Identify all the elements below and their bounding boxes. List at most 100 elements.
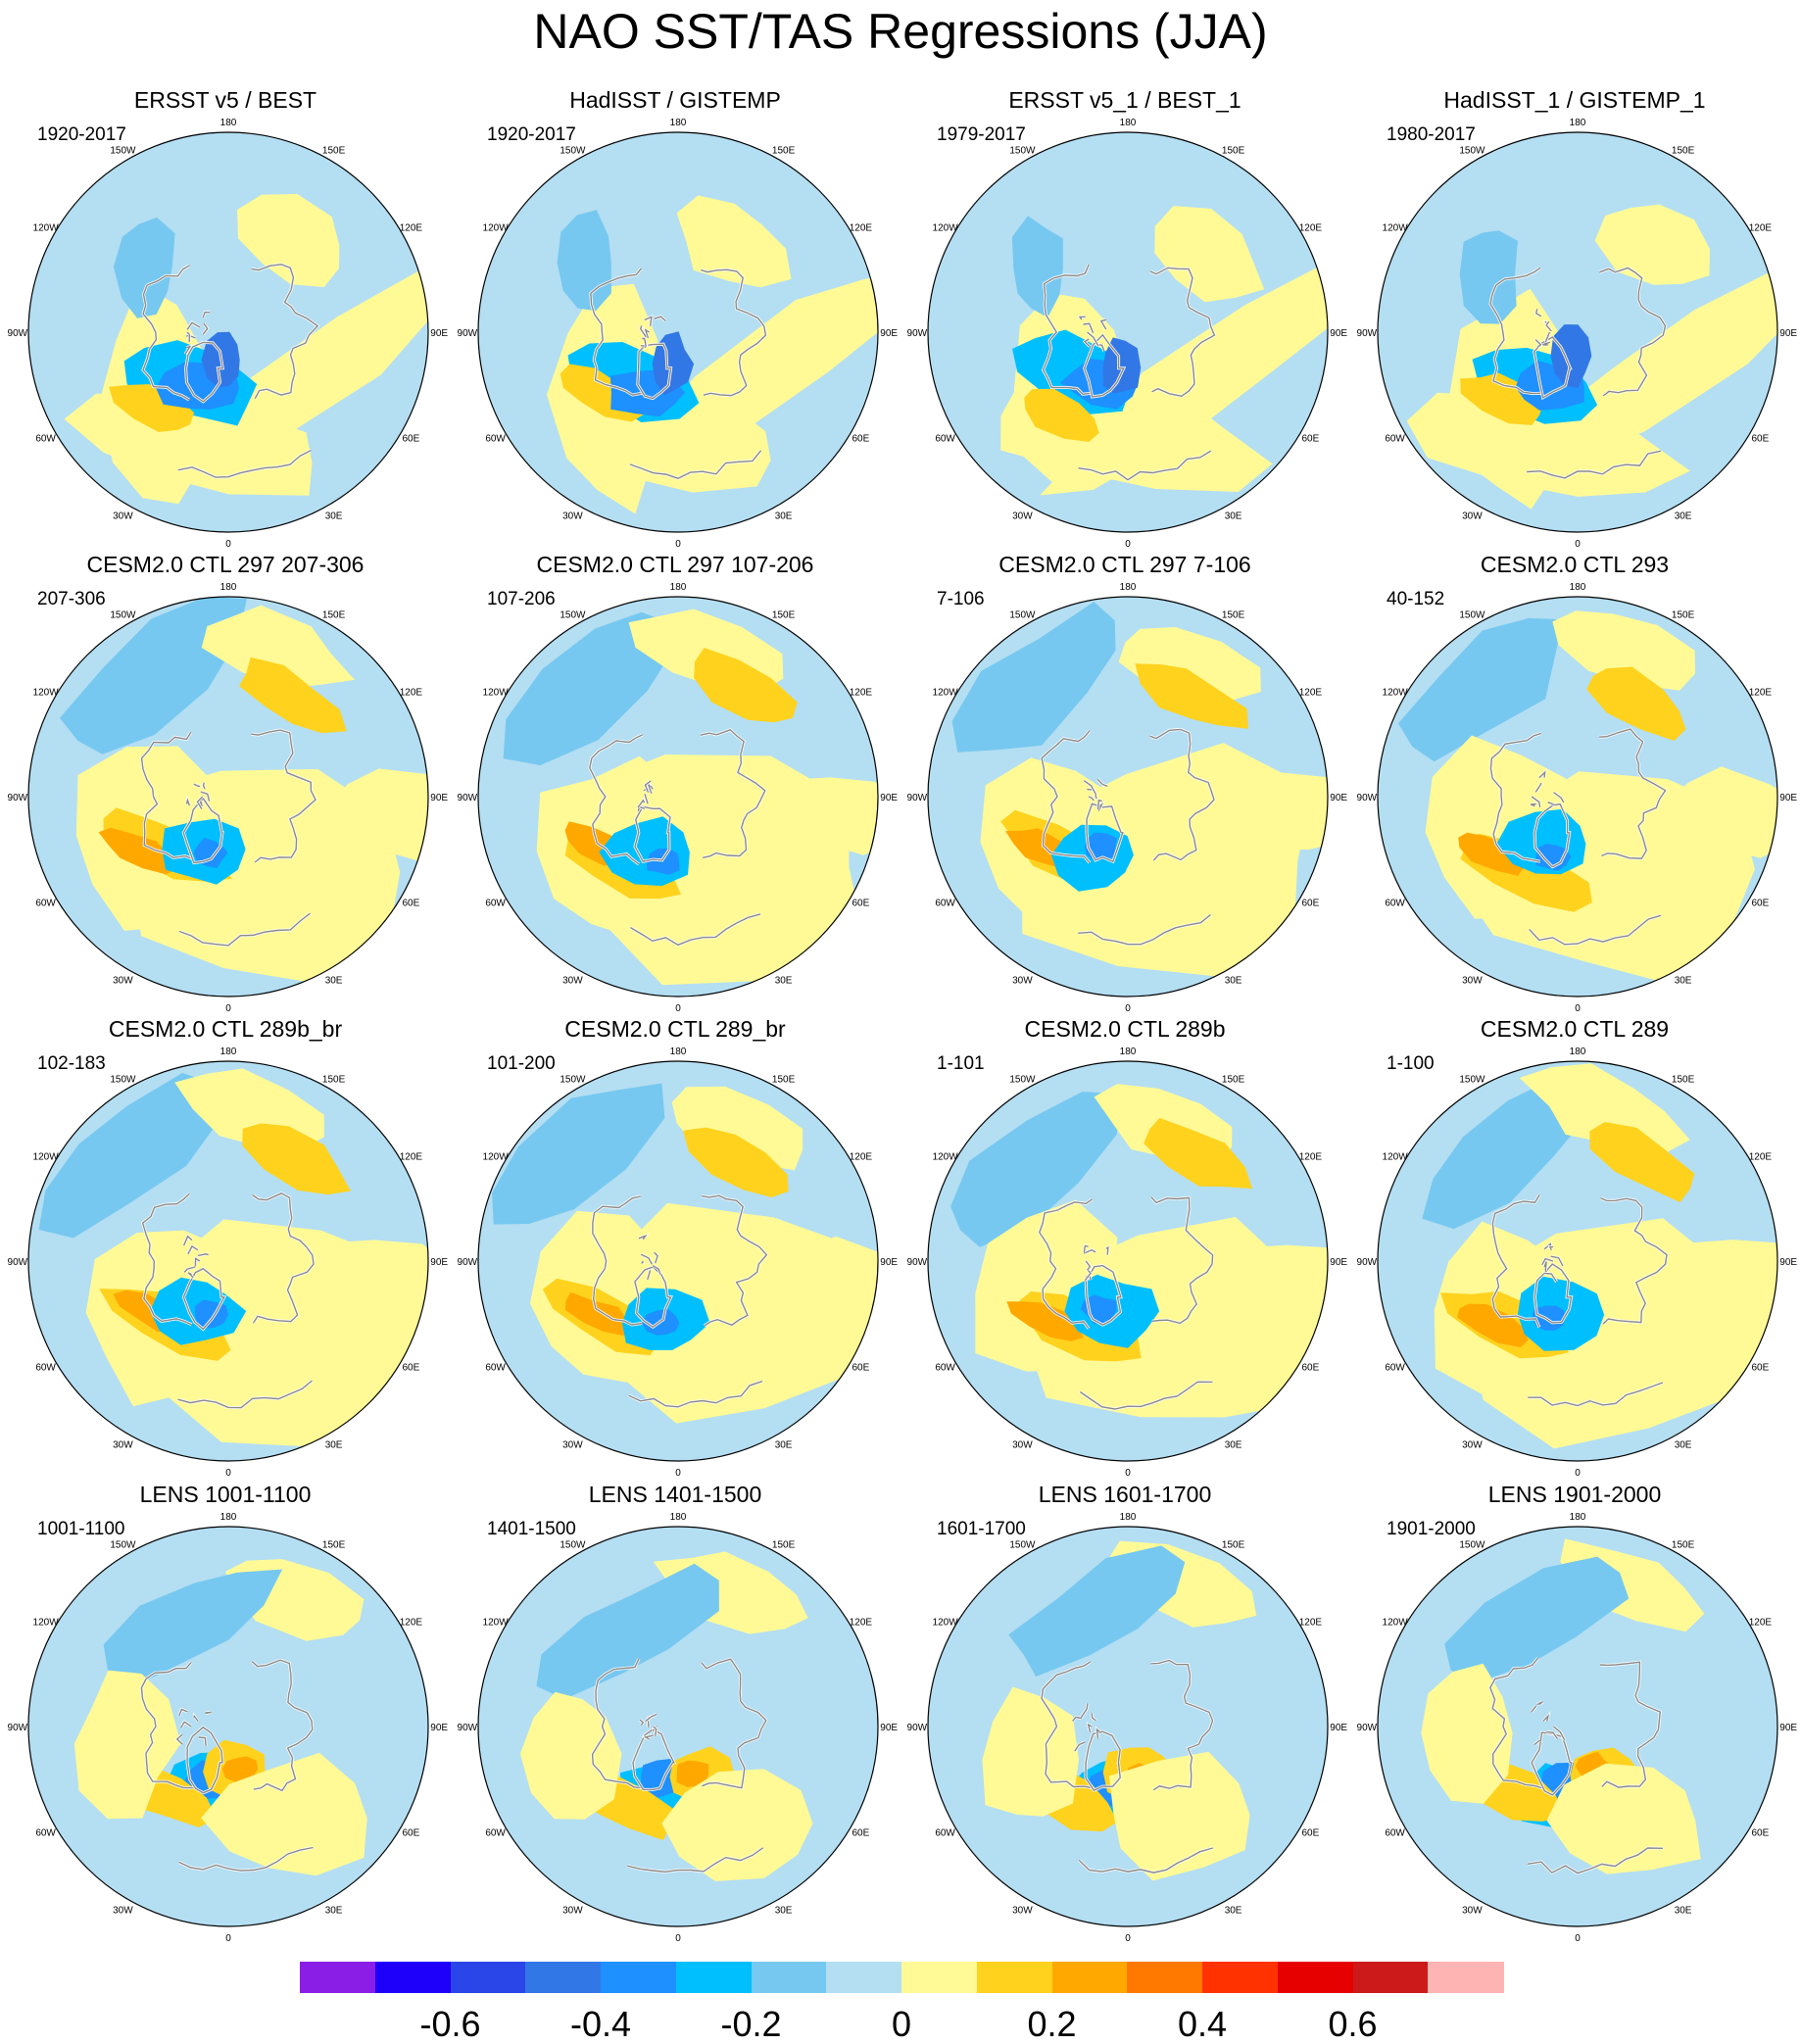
longitude-label: 60W [1385, 899, 1405, 909]
longitude-label: 150E [322, 610, 346, 621]
longitude-label: 90W [8, 328, 28, 339]
coastlines [591, 1657, 768, 1874]
colorbar-swatch [300, 1962, 376, 1993]
longitude-label: 120W [33, 687, 60, 698]
anomaly-contour-region [201, 1752, 367, 1876]
longitude-label: 90E [1330, 328, 1347, 339]
longitude-label: 120E [1299, 222, 1323, 233]
longitude-label: 60E [852, 1363, 870, 1374]
polar-stereographic-map: 180 150E 120E 90E 60E 30E 0 30W 60W 90W 120W 150W [8, 1046, 449, 1476]
map-boundary [27, 596, 429, 998]
coastlines [140, 728, 317, 948]
longitude-label: 120E [1299, 1151, 1323, 1162]
anomaly-contour-region [1457, 1303, 1529, 1347]
longitude-label: 60E [852, 1828, 870, 1839]
colorbar-swatch [1202, 1962, 1279, 1993]
panel-title: LENS 1601-1700 [1038, 1482, 1212, 1507]
longitude-label: 90W [458, 328, 478, 339]
panel-period: 101-200 [487, 1053, 556, 1074]
longitude-label: 90W [8, 1257, 28, 1268]
longitude-label: 120E [1299, 687, 1323, 698]
longitude-label: 120W [1383, 687, 1409, 698]
polar-stereographic-map: 180 150E 120E 90E 60E 30E 0 30W 60W 90W 120W 150W [907, 582, 1348, 1011]
longitude-label: 30W [1462, 511, 1483, 521]
longitude-label: 90W [458, 793, 478, 803]
panel-title: LENS 1001-1100 [139, 1482, 312, 1507]
longitude-label: 60W [1385, 434, 1405, 445]
longitude-label: 90E [430, 328, 448, 339]
map-boundary [477, 1060, 879, 1462]
colorbar-swatch [374, 1962, 451, 1993]
longitude-label: 90E [430, 1257, 448, 1268]
longitude-label: 150E [1672, 1075, 1695, 1086]
panel-title: HadISST / GISTEMP [569, 87, 781, 113]
colorbar-tick-label: -0.4 [569, 2004, 632, 2044]
longitude-label: 60W [35, 899, 56, 909]
colorbar-swatch [601, 1962, 677, 1993]
anomaly-contour-region [1024, 388, 1099, 442]
longitude-label: 120W [933, 222, 959, 233]
longitude-label: 180 [1120, 1046, 1137, 1057]
colorbar-swatch [901, 1962, 978, 1993]
longitude-label: 120W [1383, 222, 1409, 233]
longitude-label: 60W [35, 1828, 56, 1839]
longitude-label: 180 [670, 582, 687, 593]
panel-period: 7-106 [937, 589, 985, 609]
anomaly-contour-region [1108, 1751, 1250, 1881]
longitude-label: 150E [322, 1540, 346, 1551]
polar-stereographic-map: 180 150E 120E 90E 60E 30E 0 30W 60W 90W 120W 150W [1357, 1512, 1798, 1941]
anomaly-contour-region [1135, 663, 1248, 729]
colorbar-swatch [751, 1962, 827, 1993]
colorbar-swatch [826, 1962, 902, 1993]
longitude-label: 30W [113, 1905, 133, 1916]
polar-stereographic-map: 180 150E 120E 90E 60E 30E 0 30W 60W 90W 120W 150W [1357, 118, 1798, 547]
longitude-label: 30W [1012, 511, 1033, 521]
longitude-label: 60W [35, 1363, 56, 1374]
longitude-label: 150W [110, 610, 136, 621]
coastlines [589, 268, 768, 480]
panel-title: CESM2.0 CTL 289 [1480, 1016, 1670, 1042]
longitude-label: 30W [562, 1439, 583, 1450]
longitude-label: 60E [403, 434, 420, 445]
longitude-label: 150E [1222, 610, 1245, 621]
anomaly-contour-region [1458, 832, 1529, 876]
colorbar [300, 1962, 1504, 1993]
panel-title: CESM2.0 CTL 297 207-306 [86, 552, 365, 577]
map-boundary [1377, 1060, 1778, 1462]
longitude-label: 60W [1385, 1828, 1405, 1839]
polar-stereographic-map: 180 150E 120E 90E 60E 30E 0 30W 60W 90W 120W 150W [458, 1512, 899, 1941]
anomaly-contour-region [1398, 617, 1564, 762]
longitude-label: 120W [1383, 1617, 1409, 1628]
polar-stereographic-map: 180 150E 120E 90E 60E 30E 0 30W 60W 90W 120W 150W [907, 1046, 1348, 1476]
map-boundary [477, 596, 879, 998]
anomaly-contour-region [1546, 1763, 1701, 1874]
longitude-label: 150W [560, 1540, 586, 1551]
longitude-label: 150E [772, 1540, 796, 1551]
longitude-label: 0 [1125, 539, 1131, 547]
colorbar-swatch [976, 1962, 1052, 1993]
anomaly-contour-region [683, 1127, 789, 1197]
longitude-label: 0 [1575, 1468, 1581, 1476]
panel-period: 40-152 [1387, 589, 1445, 609]
longitude-label: 150W [1459, 146, 1485, 157]
longitude-label: 150W [560, 1075, 586, 1086]
coastlines [1040, 727, 1216, 947]
longitude-label: 120E [1749, 1617, 1773, 1628]
anomaly-contour-region [38, 1073, 225, 1239]
longitude-label: 90W [458, 1723, 478, 1733]
longitude-label: 90E [430, 1723, 448, 1733]
longitude-label: 30E [775, 1905, 793, 1916]
panel-title: CESM2.0 CTL 289b_br [108, 1016, 343, 1042]
longitude-label: 30E [1675, 975, 1692, 986]
anomaly-contour-region [768, 777, 878, 855]
polar-stereographic-map: 180 150E 120E 90E 60E 30E 0 30W 60W 90W 120W 150W [907, 1512, 1348, 1941]
anomaly-contour-region [98, 827, 177, 875]
longitude-label: 60E [852, 434, 870, 445]
anomaly-contour-region [661, 1769, 813, 1881]
anomaly-contour-region [1102, 337, 1142, 394]
anomaly-contour-region [676, 1760, 709, 1787]
longitude-label: 60E [1302, 1828, 1320, 1839]
anomaly-contour-region [113, 217, 175, 318]
coastlines [1038, 1195, 1215, 1411]
map-panel: LENS 1601-1700 180 150E 120E 90E 60E 30E 0 30W 60… [900, 1481, 1350, 1941]
